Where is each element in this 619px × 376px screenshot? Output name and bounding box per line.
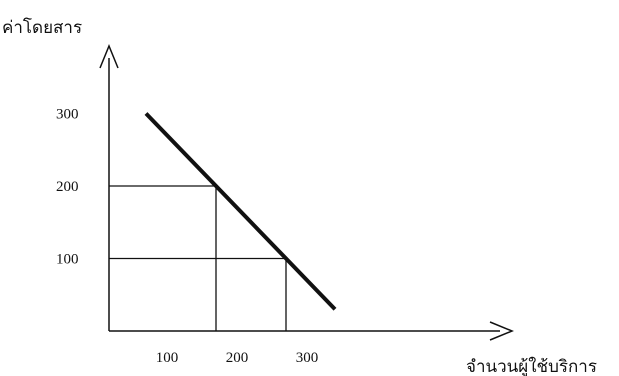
x-axis-title: จำนวนผู้ใช้บริการ <box>466 356 597 376</box>
y-tick-label-200: 200 <box>56 179 79 195</box>
series-group <box>144 112 337 311</box>
y-axis-title: ค่าโดยสาร <box>2 17 82 38</box>
x-tick-label-200: 200 <box>226 350 249 366</box>
y-tick-label-100: 100 <box>56 252 79 268</box>
y-tick-labels: 100 200 300 <box>56 107 79 268</box>
x-tick-label-100: 100 <box>156 350 179 366</box>
reference-lines <box>109 185 287 331</box>
y-tick-label-300: 300 <box>56 107 79 123</box>
y-axis-arrowhead <box>99 44 119 69</box>
x-tick-label-300: 300 <box>296 350 319 366</box>
x-axis-arrowhead <box>489 321 514 341</box>
x-tick-labels: 100 200 300 <box>156 350 319 366</box>
demand-curve-line <box>144 112 337 311</box>
